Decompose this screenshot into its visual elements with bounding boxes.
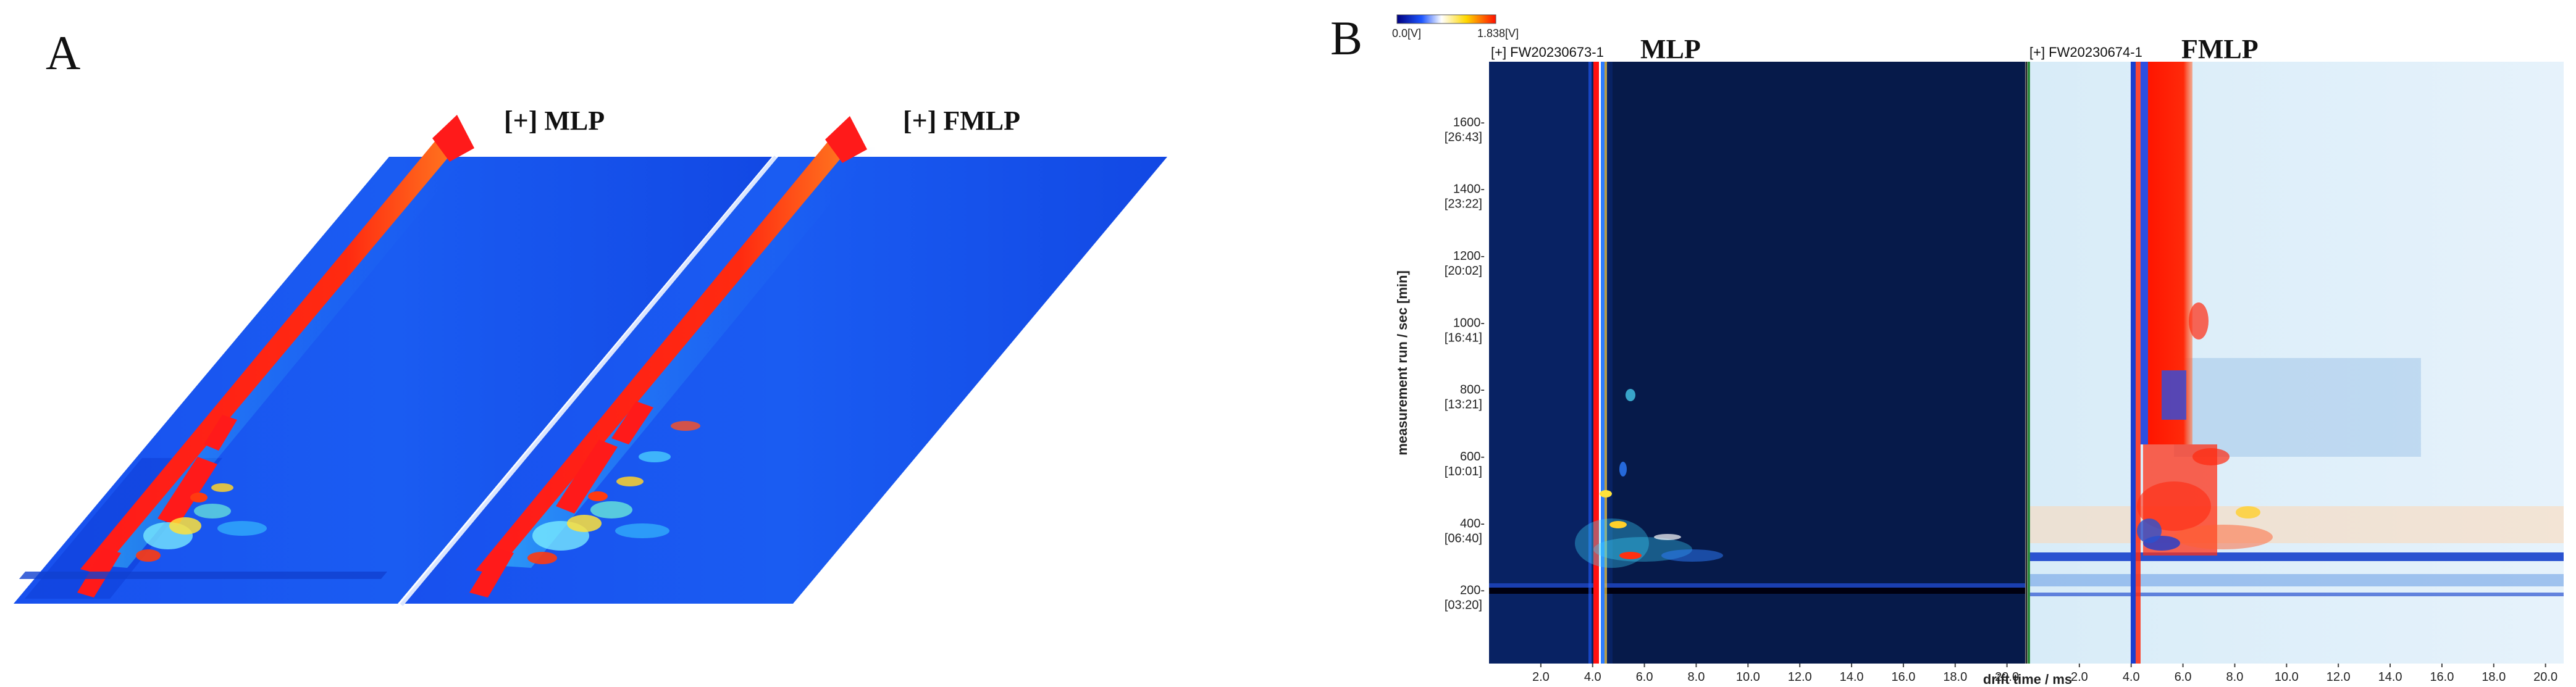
mlp-x-tick-label: 12.0 (1788, 670, 1812, 684)
mlp-peak-cluster (136, 483, 267, 562)
mlp-x-tick-label: 10.0 (1736, 670, 1760, 684)
y-tick-label: 1200- (1453, 249, 1485, 263)
fmlp-x-tick-label: 12.0 (2326, 670, 2351, 684)
mlp-3d-label: [+] MLP (504, 106, 605, 136)
panel-a-3d-spectra: [+] MLP [+] FMLP (14, 106, 1167, 606)
fmlp-file-label: [+] FW20230674-1 (2029, 44, 2142, 60)
colorscale-bar: 0.0[V] 1.838[V] (1392, 14, 1519, 40)
x-axis-label: drift time / ms (1983, 672, 2072, 687)
mlp-x-tick-label: 20.0 (1995, 670, 2019, 684)
y-tick-sublabel: [03:20] (1445, 599, 1482, 612)
mlp-signal-cluster (1575, 389, 1723, 568)
fmlp-map-title: FMLP (2181, 34, 2259, 64)
y-tick-label: 1400- (1453, 183, 1485, 196)
colorscale-gradient (1396, 14, 1496, 24)
y-tick-sublabel: [10:01] (1445, 465, 1482, 478)
fmlp-signal-cluster (2137, 302, 2273, 551)
fmlp-heatmap: [+] FW20230674-1 FMLP (2025, 34, 2564, 664)
y-tick-sublabel: [13:21] (1445, 398, 1482, 412)
y-tick-sublabel: [23:22] (1445, 198, 1482, 211)
y-tick-label: 600- (1460, 450, 1485, 464)
fmlp-3d-label: [+] FMLP (903, 106, 1020, 136)
colorscale-max-label: 1.838[V] (1477, 27, 1519, 40)
mlp-surface-plane (14, 157, 772, 604)
fmlp-x-tick-label: 10.0 (2275, 670, 2299, 684)
y-tick-sublabel: [16:41] (1445, 331, 1482, 344)
panel-b-axes: 200- [03:20] 400-[06:40] 600-[10:01] 800-[13… (1445, 115, 2557, 684)
fmlp-x-tick-label: 20.0 (2533, 670, 2557, 684)
fmlp-3d-surface (400, 116, 1167, 606)
y-tick-sublabel: [26:43] (1445, 130, 1482, 144)
mlp-x-tick-label: 6.0 (1636, 670, 1653, 684)
fmlp-peak-cluster (527, 421, 700, 564)
y-tick-label: 400- (1460, 517, 1485, 530)
mlp-map-title: MLP (1640, 34, 1701, 64)
mlp-x-tick-label: 18.0 (1943, 670, 1967, 684)
y-tick-label: 200- (1460, 584, 1485, 597)
fmlp-x-tick-label: 18.0 (2482, 670, 2506, 684)
y-tick-label: 1000- (1453, 316, 1485, 330)
mlp-x-tick-label: 4.0 (1584, 670, 1601, 684)
fmlp-x-tick-label: 14.0 (2378, 670, 2402, 684)
fmlp-x-tick-label: 4.0 (2123, 670, 2140, 684)
panel-a-letter: A (46, 26, 80, 80)
fmlp-x-tick-label: 6.0 (2175, 670, 2192, 684)
mlp-reactant-ion-ridge (80, 141, 460, 574)
colorscale-min-label: 0.0[V] (1392, 27, 1421, 40)
mlp-rip-lines (1588, 62, 1607, 664)
fmlp-x-tick-label: 16.0 (2430, 670, 2454, 684)
mlp-file-label: [+] FW20230673-1 (1491, 44, 1604, 60)
y-axis-label: measurement run / sec [min] (1395, 270, 1410, 456)
mlp-3d-surface (14, 115, 772, 604)
mlp-x-tick-label: 2.0 (1532, 670, 1550, 684)
fmlp-x-tick-label: 8.0 (2226, 670, 2244, 684)
fmlp-x-tick-label: 2.0 (2071, 670, 2088, 684)
panel-b-letter: B (1330, 11, 1362, 65)
mlp-x-tick-label: 16.0 (1891, 670, 1915, 684)
fmlp-reactant-ion-ridge (476, 142, 852, 574)
y-tick-label: 800- (1460, 383, 1485, 397)
mlp-x-tick-label: 8.0 (1688, 670, 1705, 684)
fmlp-heatmap-background (2028, 62, 2564, 664)
y-tick-label: 1600- (1453, 115, 1485, 129)
y-tick-sublabel: [20:02] (1445, 264, 1482, 278)
y-tick-sublabel: [06:40] (1445, 531, 1482, 545)
mlp-heatmap: [+] FW20230673-1 MLP (1489, 34, 2025, 664)
mlp-x-tick-label: 14.0 (1840, 670, 1864, 684)
